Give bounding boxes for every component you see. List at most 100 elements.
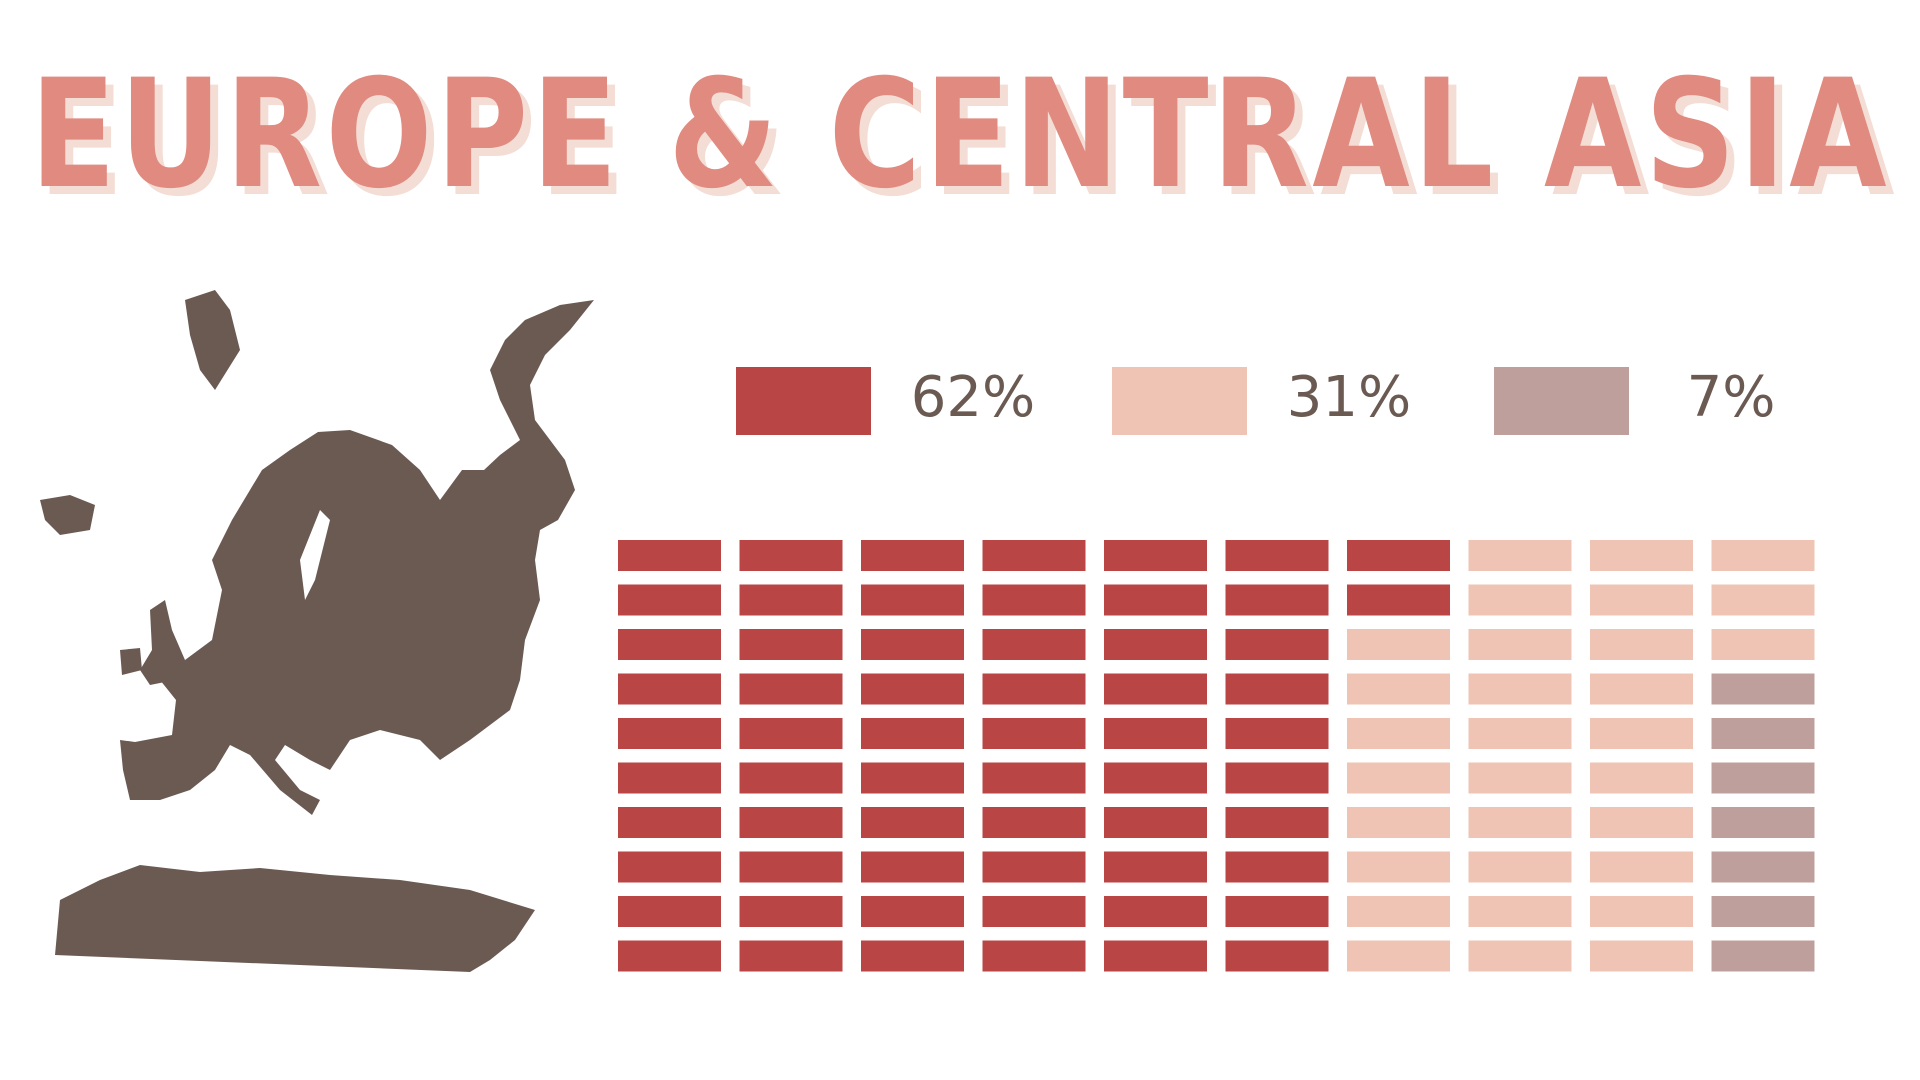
waffle-cell (1468, 896, 1572, 927)
map-scandinavia-gulf (300, 510, 330, 600)
waffle-cell (618, 718, 721, 749)
waffle-cell (1711, 896, 1815, 927)
map-ireland (120, 648, 142, 675)
waffle-cell (1347, 629, 1450, 660)
waffle-cell (739, 584, 843, 616)
waffle-cell (618, 851, 721, 883)
waffle-cell (982, 629, 1086, 660)
waffle-cell (1225, 718, 1329, 749)
waffle-cell (1225, 584, 1329, 616)
legend-swatch (1112, 367, 1247, 435)
waffle-cell (1347, 762, 1450, 794)
waffle-cell (1590, 584, 1693, 616)
waffle-cell (1347, 718, 1450, 749)
waffle-cell (739, 896, 843, 927)
waffle-cell (1711, 673, 1815, 705)
waffle-cell (1590, 807, 1693, 838)
waffle-cell (1347, 851, 1450, 883)
waffle-cell (739, 673, 843, 705)
waffle-cell (982, 851, 1086, 883)
legend-label: 62% (911, 365, 1035, 430)
waffle-cell (1104, 940, 1207, 972)
waffle-cell (1468, 851, 1572, 883)
waffle-cell (618, 896, 721, 927)
waffle-cell (861, 540, 964, 571)
waffle-cell (1711, 762, 1815, 794)
waffle-cell (1104, 673, 1207, 705)
waffle-cell (1225, 940, 1329, 972)
waffle-cell (1711, 540, 1815, 571)
waffle-cell (1104, 540, 1207, 571)
legend-label: 31% (1287, 365, 1411, 430)
waffle-cell (861, 673, 964, 705)
waffle-cell (1590, 940, 1693, 972)
waffle-cell (1711, 718, 1815, 749)
map-britain (140, 600, 185, 685)
waffle-cell (1711, 629, 1815, 660)
legend-swatch (1494, 367, 1629, 435)
waffle-cell (982, 762, 1086, 794)
waffle-cell (1104, 629, 1207, 660)
waffle-cell (982, 540, 1086, 571)
title-shadow: EUROPE & CENTRAL ASIA (38, 56, 1898, 230)
waffle-cell (739, 718, 843, 749)
waffle-cell (982, 673, 1086, 705)
waffle-cell (861, 762, 964, 794)
legend-swatch (736, 367, 871, 435)
waffle-cell (861, 629, 964, 660)
waffle-cell (1590, 629, 1693, 660)
waffle-cell (1104, 718, 1207, 749)
waffle-cell (982, 940, 1086, 972)
waffle-cell (1711, 851, 1815, 883)
waffle-cell (1225, 762, 1329, 794)
waffle-cell (1347, 940, 1450, 972)
waffle-cell (1347, 896, 1450, 927)
waffle-cell (739, 940, 843, 972)
map-svalbard (185, 290, 240, 390)
waffle-cell (1347, 540, 1450, 571)
waffle-cell (1590, 851, 1693, 883)
waffle-cell (1104, 584, 1207, 616)
waffle-cell (1104, 762, 1207, 794)
waffle-cell (982, 584, 1086, 616)
waffle-cell (1468, 540, 1572, 571)
waffle-cell (1468, 629, 1572, 660)
waffle-cell (861, 807, 964, 838)
waffle-cell (1468, 718, 1572, 749)
waffle-cell (1225, 629, 1329, 660)
waffle-cell (1590, 718, 1693, 749)
waffle-cell (1225, 540, 1329, 571)
waffle-cell (739, 762, 843, 794)
map-iceland (40, 495, 95, 535)
waffle-cell (1468, 807, 1572, 838)
waffle-cell (1468, 940, 1572, 972)
waffle-cell (618, 584, 721, 616)
map-europe (120, 300, 594, 815)
waffle-cell (1711, 940, 1815, 972)
waffle-cell (739, 851, 843, 883)
waffle-cell (861, 851, 964, 883)
waffle-cell (1347, 584, 1450, 616)
waffle-cell (861, 718, 964, 749)
waffle-cell (1711, 807, 1815, 838)
waffle-cell (861, 940, 964, 972)
waffle-cell (1590, 896, 1693, 927)
map-north-africa (55, 865, 535, 972)
waffle-cell (1590, 762, 1693, 794)
waffle-cell (618, 540, 721, 571)
waffle-cell (739, 540, 843, 571)
waffle-cell (1104, 851, 1207, 883)
waffle-cell (618, 762, 721, 794)
waffle-cell (1347, 807, 1450, 838)
waffle-cell (1225, 851, 1329, 883)
waffle-cell (1225, 807, 1329, 838)
waffle-cell (618, 940, 721, 972)
waffle-cell (1468, 762, 1572, 794)
waffle-cell (1104, 807, 1207, 838)
waffle-cell (618, 629, 721, 660)
waffle-cell (1711, 584, 1815, 616)
waffle-cell (618, 673, 721, 705)
waffle-cell (1468, 673, 1572, 705)
waffle-cell (1590, 673, 1693, 705)
chart-title: EUROPE & CENTRAL ASIA (30, 48, 1890, 222)
